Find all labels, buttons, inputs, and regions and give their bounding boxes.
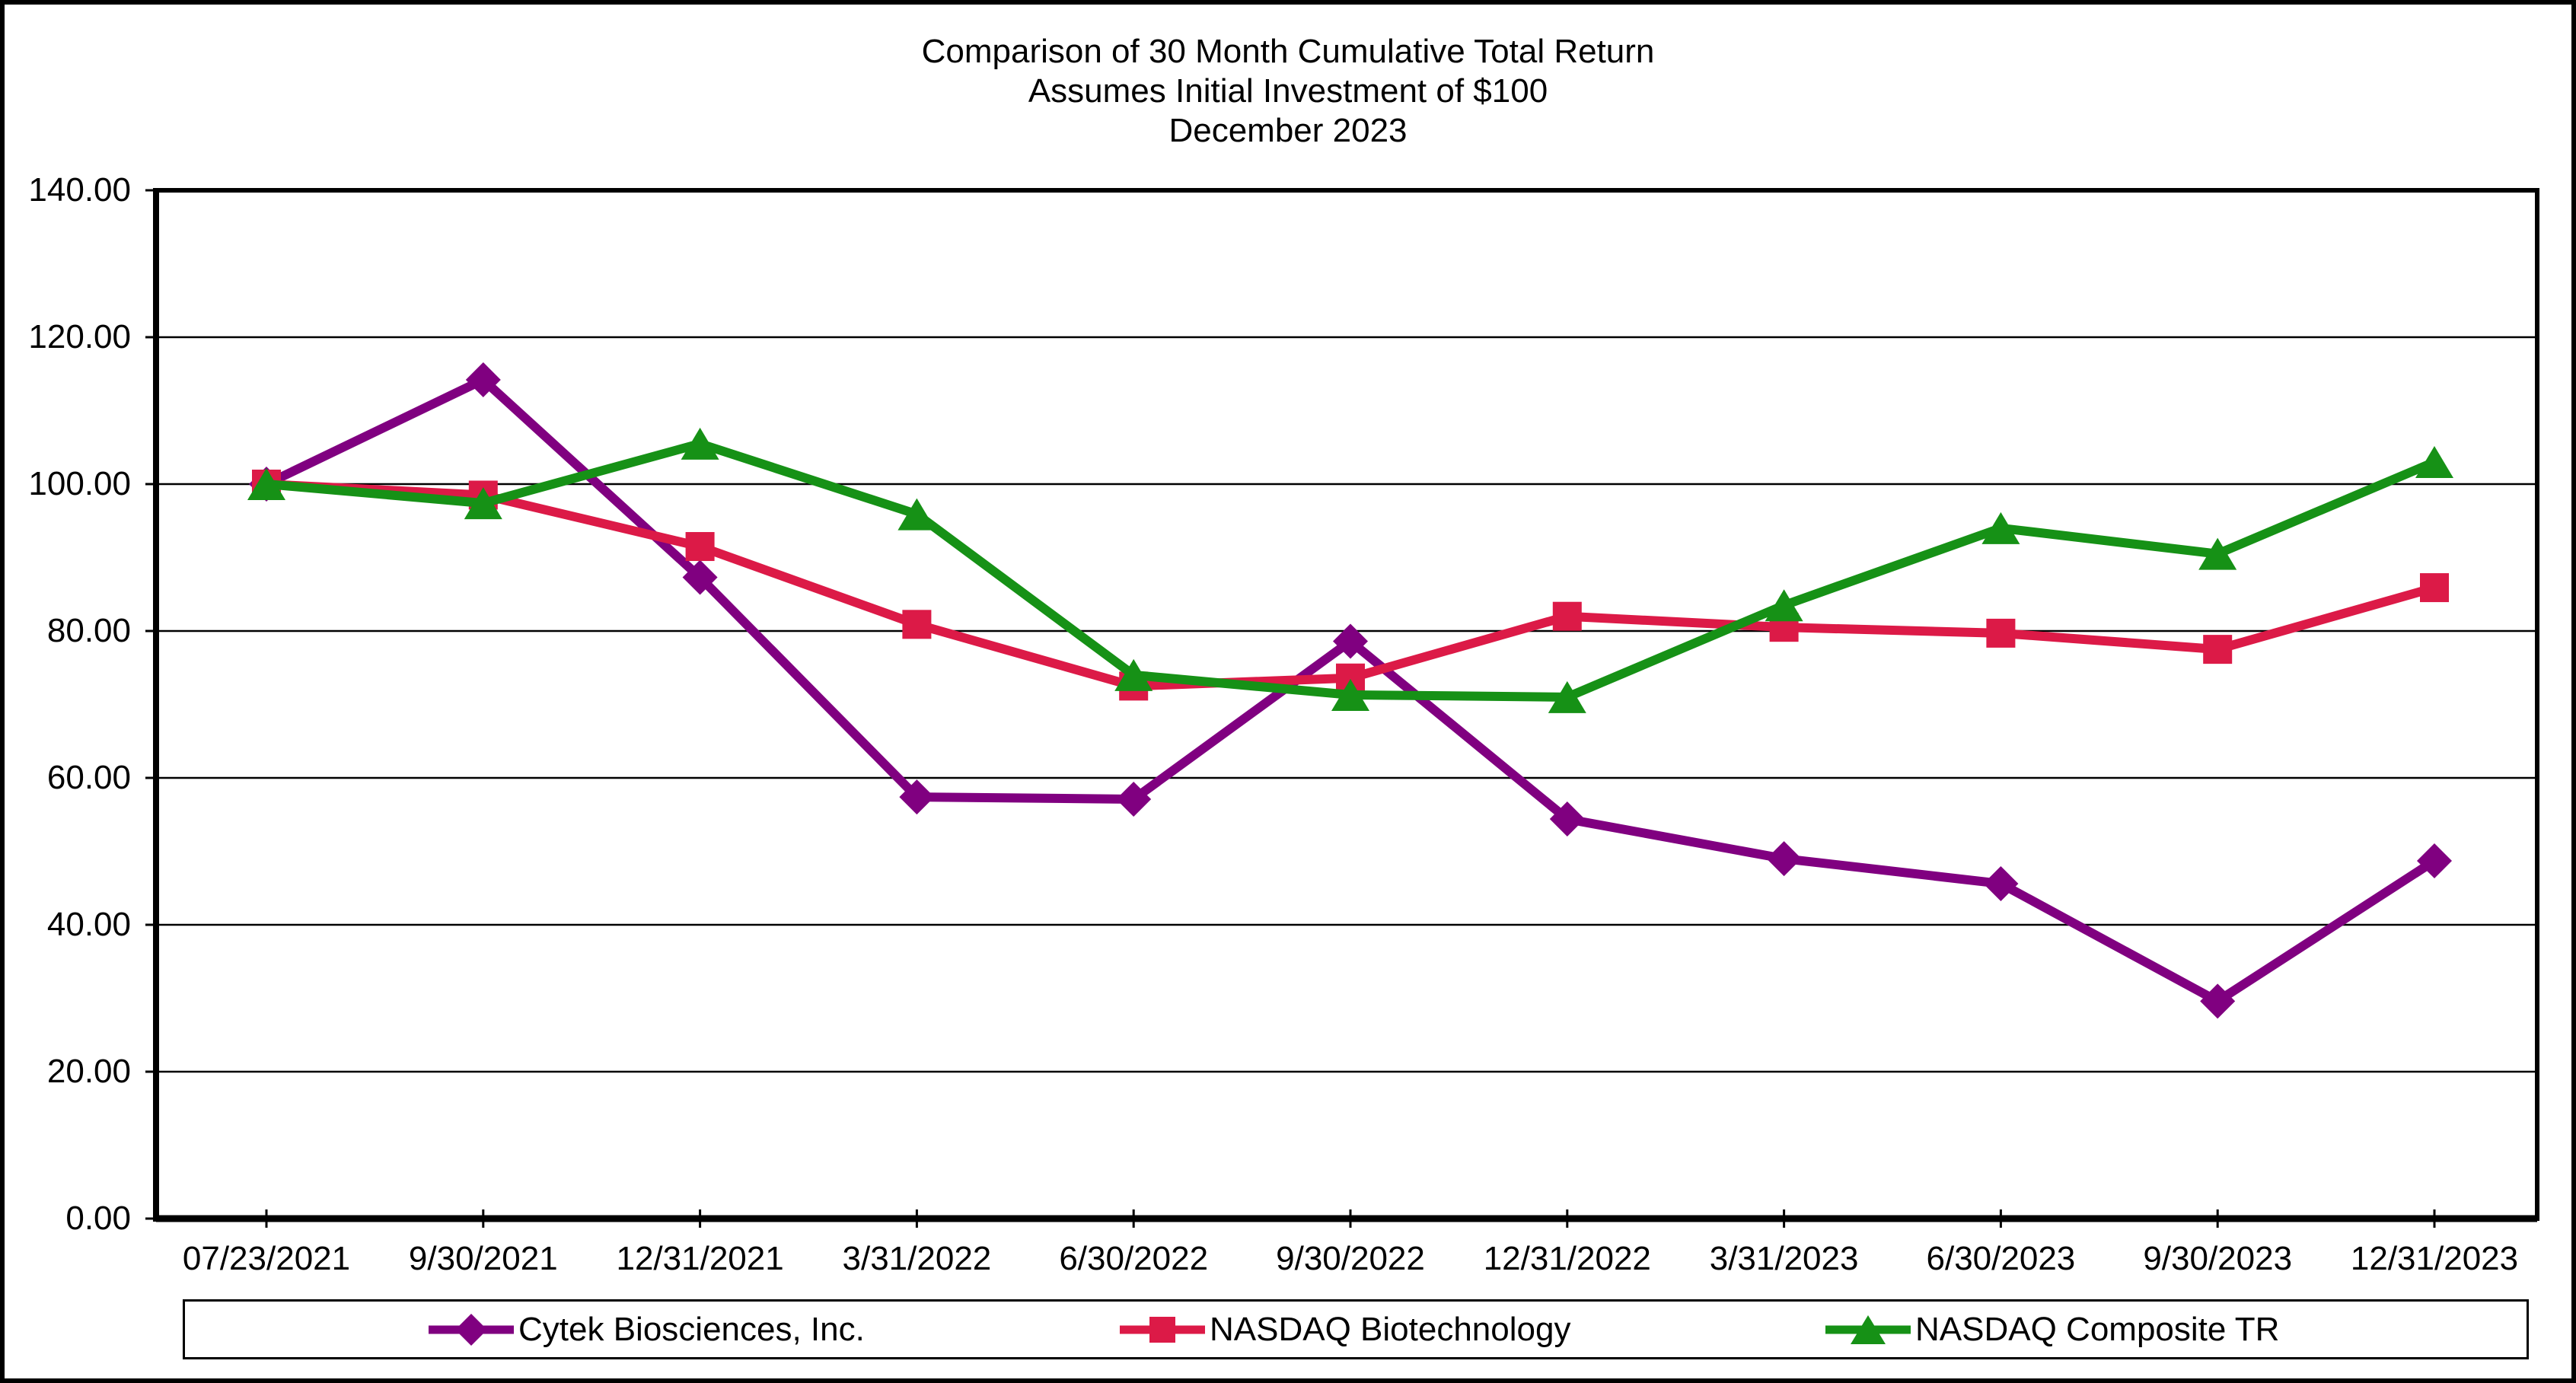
series-nasdaq-composite-tr (247, 427, 2453, 713)
diamond-marker (2200, 983, 2236, 1019)
triangle-marker (681, 427, 719, 460)
legend-item-cytek-biosciences: Cytek Biosciences, Inc. (429, 1302, 865, 1357)
square-marker (685, 532, 715, 562)
y-axis-label: 80.00 (46, 612, 131, 649)
diamond-marker (899, 779, 935, 815)
y-axis-label: 120.00 (28, 318, 131, 355)
chart-title-line1: Comparison of 30 Month Cumulative Total … (921, 33, 1655, 70)
triangle-marker (1981, 511, 2020, 544)
chart-title: Comparison of 30 Month Cumulative Total … (5, 32, 2571, 151)
diamond-marker (2417, 843, 2452, 879)
diamond-marker (1766, 841, 1802, 877)
legend-item-nasdaq-biotechnology: NASDAQ Biotechnology (1120, 1302, 1570, 1357)
y-axis-label: 40.00 (46, 906, 131, 943)
triangle-marker (464, 487, 502, 520)
x-axis-label: 6/30/2023 (1926, 1240, 2076, 1277)
triangle-marker (2198, 537, 2237, 570)
triangle-marker (1851, 1314, 1886, 1344)
legend-item-nasdaq-composite-tr: NASDAQ Composite TR (1825, 1302, 2279, 1357)
chart-title-line3: December 2023 (1168, 112, 1408, 149)
x-axis-label: 6/30/2022 (1059, 1240, 1209, 1277)
diamond-marker (1333, 623, 1368, 659)
chart-title-line2: Assumes Initial Investment of $100 (1028, 72, 1548, 110)
triangle-marker (247, 468, 285, 500)
y-axis-label: 20.00 (46, 1053, 131, 1090)
plot-area (145, 188, 2539, 1228)
triangle-marker (1548, 680, 1586, 713)
square-marker (2203, 635, 2233, 664)
x-axis-label: 07/23/2021 (182, 1240, 351, 1277)
x-axis-label: 3/31/2022 (842, 1240, 992, 1277)
diamond-marker (1116, 781, 1152, 817)
x-axis-label: 9/30/2021 (408, 1240, 558, 1277)
x-axis-label: 12/31/2022 (1483, 1240, 1651, 1277)
diamond-marker (465, 362, 501, 397)
triangle-marker (897, 498, 936, 531)
legend: Cytek Biosciences, Inc. NASDAQ Biotechno… (183, 1299, 2529, 1359)
x-axis-label: 9/30/2023 (2143, 1240, 2293, 1277)
triangle-marker (1331, 678, 1369, 711)
diamond-marker (682, 559, 718, 595)
y-axis-label: 0.00 (65, 1200, 131, 1237)
x-axis-label: 3/31/2023 (1709, 1240, 1859, 1277)
biotech-line-square-icon (1120, 1316, 1205, 1343)
triangle-marker (1765, 589, 1803, 622)
square-marker (1986, 618, 2016, 648)
x-axis-label: 9/30/2022 (1276, 1240, 1425, 1277)
composite-line-triangle-icon (1825, 1314, 1911, 1344)
y-axis-label: 140.00 (28, 171, 131, 209)
legend-label: Cytek Biosciences, Inc. (518, 1310, 865, 1348)
diamond-marker (1549, 801, 1585, 837)
diamond-marker (455, 1313, 487, 1346)
legend-label: NASDAQ Biotechnology (1210, 1310, 1571, 1348)
legend-label: NASDAQ Composite TR (1915, 1310, 2280, 1348)
triangle-marker (1114, 658, 1153, 691)
square-marker (2420, 573, 2449, 603)
square-marker (902, 610, 932, 639)
x-axis-label: 12/31/2021 (616, 1240, 784, 1277)
x-axis-label: 12/31/2023 (2350, 1240, 2519, 1277)
square-marker (1552, 601, 1582, 631)
square-marker (1149, 1316, 1175, 1343)
diamond-marker (1983, 865, 2019, 901)
y-axis-label: 100.00 (28, 465, 131, 502)
y-axis-label: 60.00 (46, 759, 131, 796)
cytek-line-diamond-icon (429, 1313, 514, 1346)
series-nasdaq-biotechnology (252, 470, 2449, 701)
triangle-marker (2415, 446, 2453, 479)
